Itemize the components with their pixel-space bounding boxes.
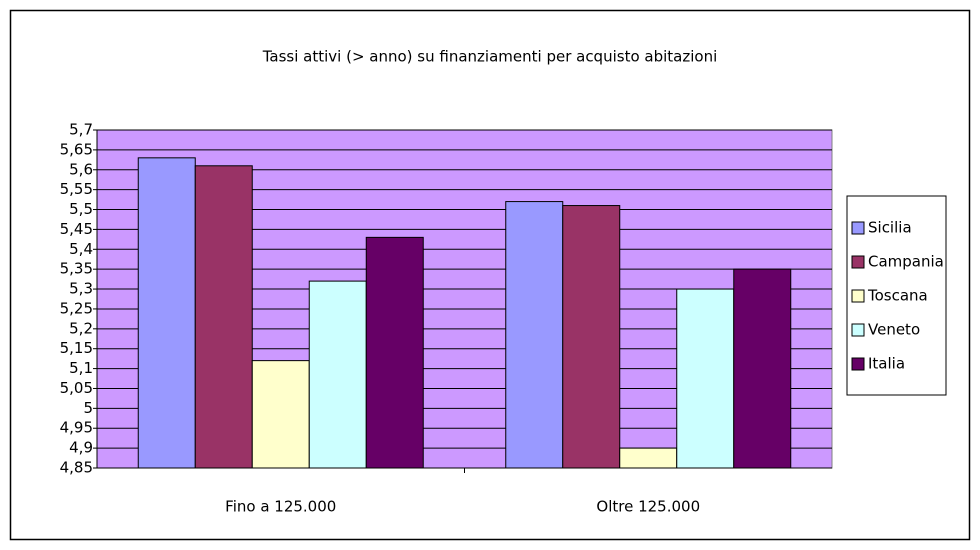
legend-label: Italia — [868, 355, 905, 373]
y-tick-label: 5,65 — [60, 140, 93, 158]
y-tick-label: 5,35 — [60, 260, 93, 278]
y-tick-label: 5,7 — [69, 121, 93, 139]
bar — [505, 201, 564, 469]
y-tick-label: 5,15 — [60, 339, 93, 357]
y-tick-label: 4,95 — [60, 419, 93, 437]
x-tick-label: Oltre 125.000 — [596, 498, 700, 516]
y-tick-label: 5 — [83, 399, 93, 417]
y-tick-label: 4,85 — [60, 459, 93, 477]
legend-label: Toscana — [867, 287, 928, 305]
bar — [194, 165, 253, 469]
bar — [676, 288, 735, 469]
legend-swatch — [851, 221, 865, 235]
legend-swatch — [851, 289, 865, 303]
legend-label: Sicilia — [868, 219, 912, 237]
bar — [308, 280, 367, 469]
legend-label: Veneto — [868, 321, 920, 339]
bar — [562, 205, 621, 469]
y-tick-label: 5,55 — [60, 180, 93, 198]
y-tick-label: 5,5 — [69, 200, 93, 218]
chart-title: Tassi attivi (> anno) su finanziamenti p… — [262, 48, 718, 66]
bar — [251, 360, 310, 469]
bar — [733, 268, 792, 469]
y-tick-label: 5,25 — [60, 299, 93, 317]
y-tick-label: 5,45 — [60, 220, 93, 238]
legend-swatch — [851, 357, 865, 371]
y-tick-label: 5,6 — [69, 160, 93, 178]
bar — [365, 236, 424, 469]
y-tick-label: 5,3 — [69, 280, 93, 298]
x-tick-label: Fino a 125.000 — [225, 498, 336, 516]
y-tick-label: 5,2 — [69, 319, 93, 337]
bar — [137, 157, 196, 469]
legend-swatch — [851, 255, 865, 269]
bar — [619, 447, 678, 469]
y-tick-label: 5,1 — [69, 359, 93, 377]
y-tick-label: 5,4 — [69, 240, 93, 258]
legend-swatch — [851, 323, 865, 337]
legend-label: Campania — [868, 253, 944, 271]
y-tick-label: 4,9 — [69, 439, 93, 457]
y-tick-label: 5,05 — [60, 379, 93, 397]
